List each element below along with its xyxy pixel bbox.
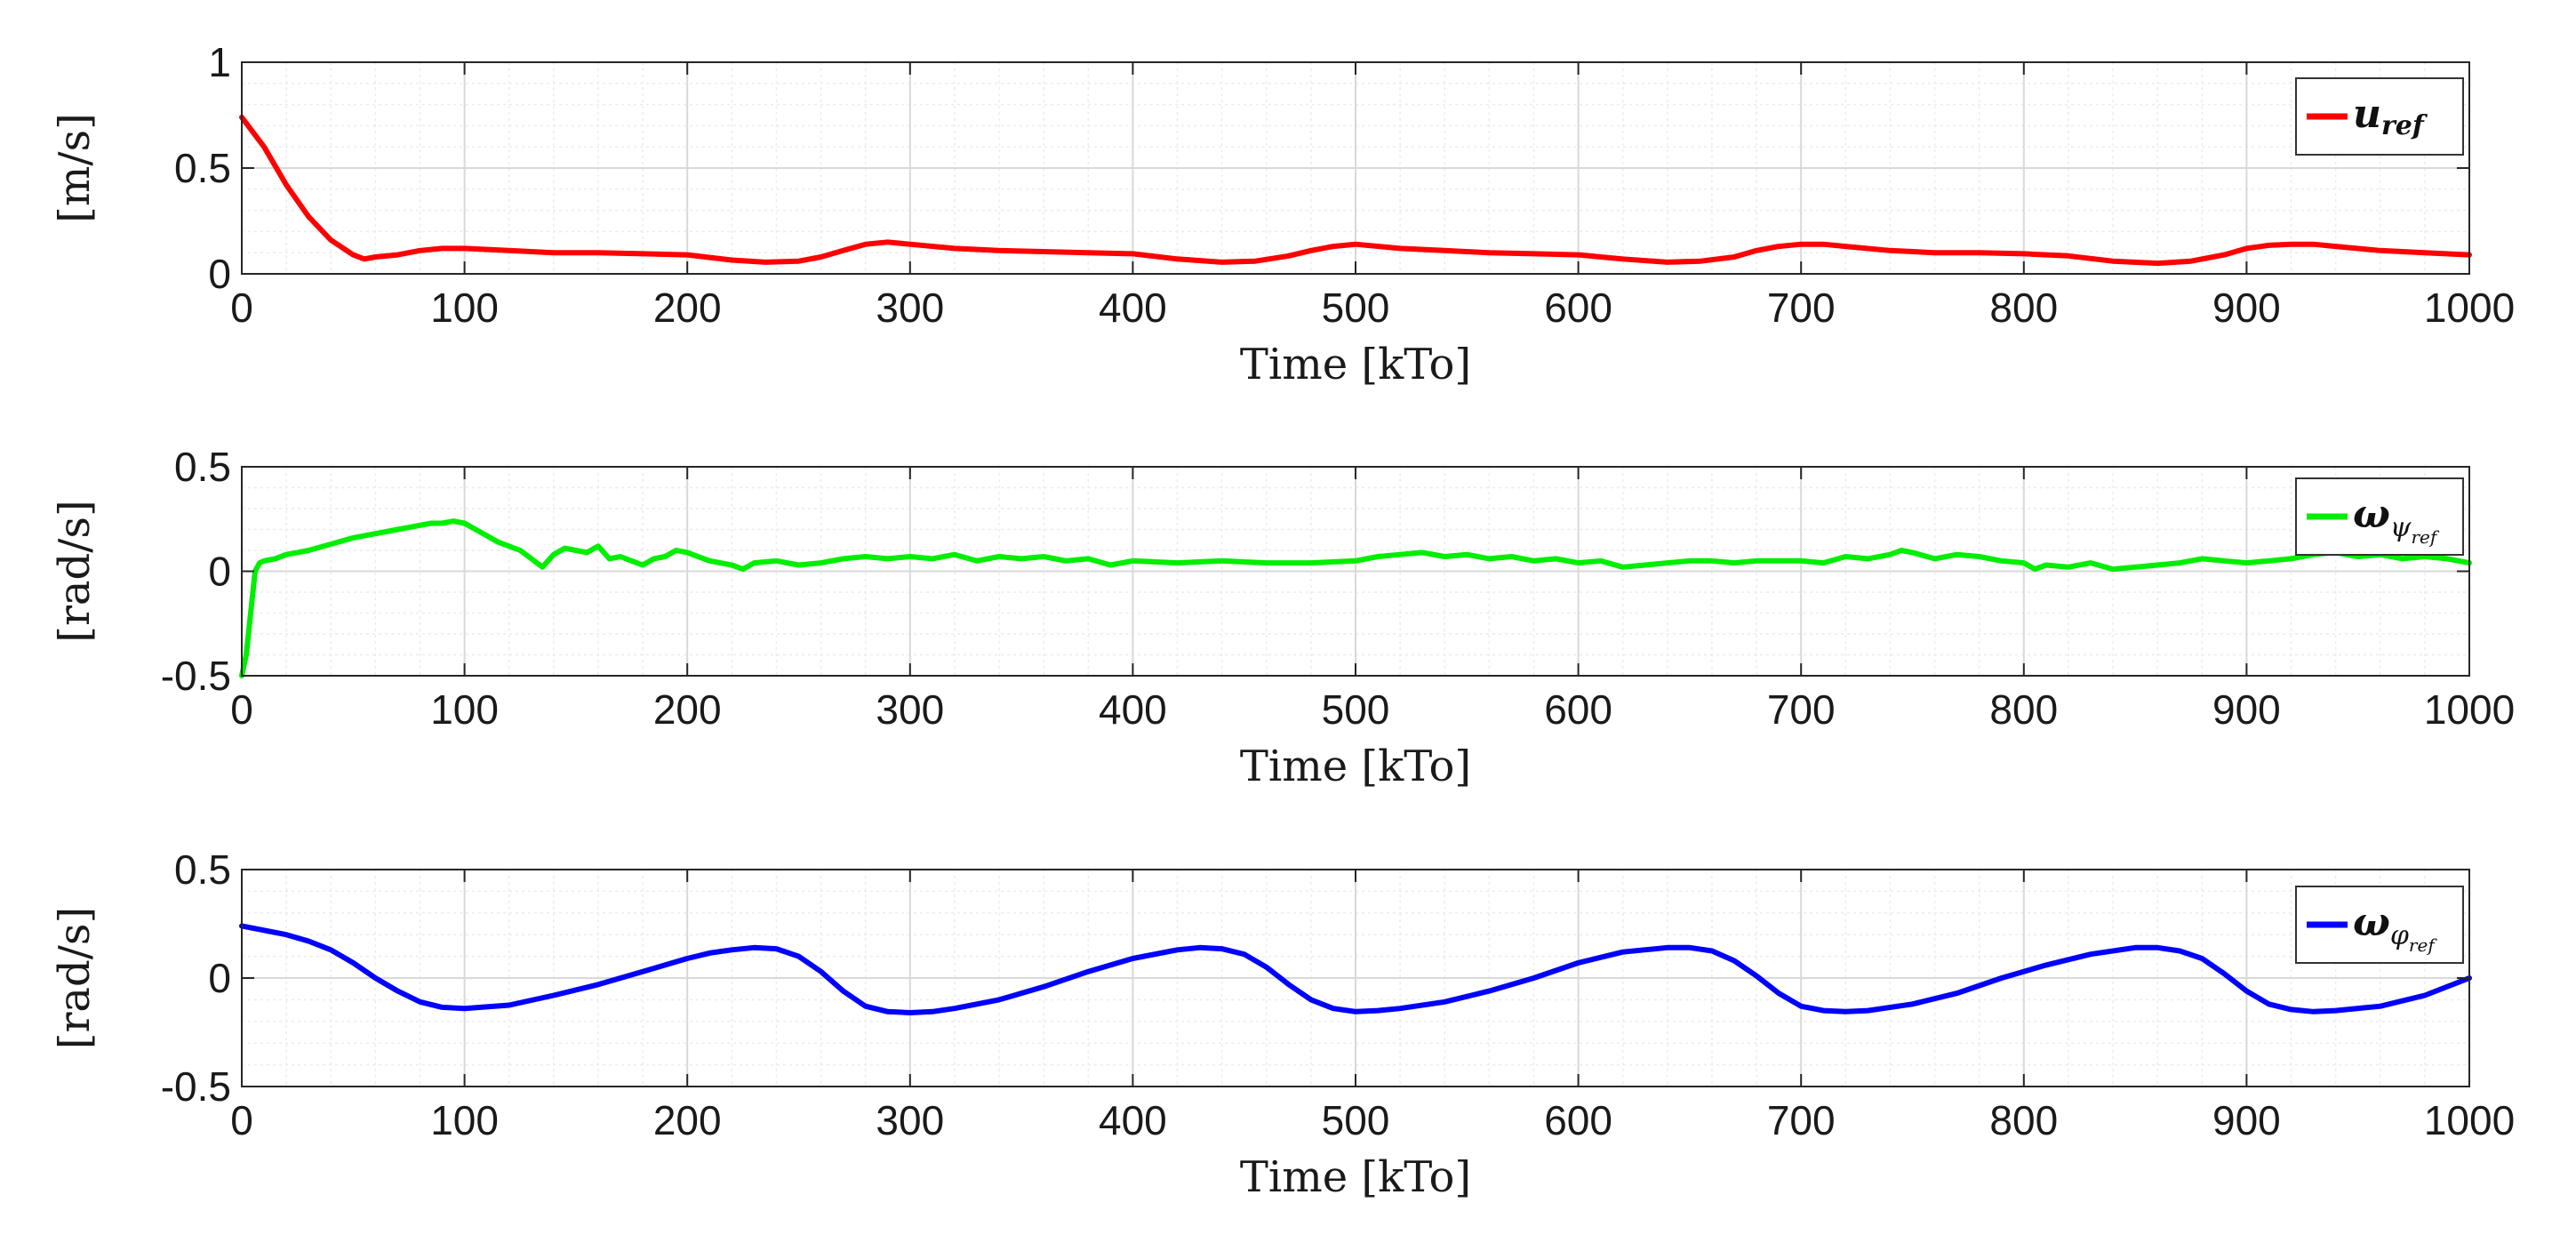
- x-tick-label: 800: [1989, 686, 2058, 733]
- series-line-omega_phi_ref: [239, 923, 2472, 1015]
- x-tick-label: 100: [430, 285, 499, 331]
- x-tick-label: 300: [876, 285, 944, 331]
- x-tick-label: 0: [230, 1097, 253, 1143]
- y-tick-label: -0.5: [161, 653, 231, 699]
- legend-label: ωψref: [2353, 492, 2440, 548]
- roll-rate-panel: 0 100 200 300 400 500 600 700 800 900 1000-0.500.5…: [50, 846, 2515, 1202]
- x-tick-label: 200: [653, 1097, 722, 1143]
- x-tick-label: 900: [2212, 285, 2281, 331]
- x-tick-label: 500: [1322, 1097, 1390, 1143]
- y-tick-label: 0: [208, 549, 231, 595]
- legend: uref: [2295, 77, 2464, 156]
- legend: ωψref: [2295, 477, 2464, 556]
- series-line-u_ref: [239, 114, 2472, 267]
- x-tick-label: 100: [430, 1097, 499, 1143]
- x-tick-label: 700: [1767, 686, 1836, 733]
- y-tick-label: 0.5: [174, 444, 231, 490]
- x-tick-label: 200: [653, 686, 722, 733]
- y-axis-label: [m/s]: [50, 113, 100, 223]
- x-tick-label: 800: [1989, 285, 2058, 331]
- x-tick-label: 500: [1322, 686, 1390, 733]
- y-tick-label: 0: [208, 955, 231, 1001]
- legend-label: ωφref: [2353, 900, 2437, 956]
- y-tick-label: 0.5: [174, 846, 231, 893]
- y-axis-label: [rad/s]: [50, 500, 100, 643]
- x-axis-label: Time [kTo]: [1240, 340, 1471, 389]
- x-tick-label: 1000: [2424, 1097, 2515, 1143]
- x-tick-label: 400: [1099, 686, 1167, 733]
- x-tick-label: 400: [1099, 1097, 1167, 1143]
- x-tick-label: 800: [1989, 1097, 2058, 1143]
- x-tick-label: 300: [876, 686, 944, 733]
- x-tick-label: 100: [430, 686, 499, 733]
- x-axis-label: Time [kTo]: [1240, 742, 1471, 791]
- x-tick-label: 600: [1544, 285, 1612, 331]
- y-axis-label: [rad/s]: [50, 907, 100, 1050]
- y-tick-label: 0.5: [174, 145, 231, 191]
- x-tick-label: 200: [653, 285, 722, 331]
- yaw-rate-panel: 0 100 200 300 400 500 600 700 800 900 1000-0.500.5…: [50, 444, 2515, 791]
- y-tick-label: -0.5: [161, 1063, 231, 1110]
- x-tick-label: 400: [1099, 285, 1167, 331]
- velocity-panel: 0 100 200 300 400 500 600 700 800 900 1000 0 0.5 1 Tim…: [50, 39, 2515, 389]
- x-axis-label: Time [kTo]: [1240, 1152, 1471, 1202]
- x-tick-label: 0: [230, 285, 253, 331]
- x-tick-label: 1000: [2424, 285, 2515, 331]
- x-tick-label: 0: [230, 686, 253, 733]
- legend: ωφref: [2295, 886, 2464, 964]
- x-tick-label: 900: [2212, 686, 2281, 733]
- x-tick-label: 600: [1544, 1097, 1612, 1143]
- x-tick-label: 300: [876, 1097, 944, 1143]
- x-tick-label: 600: [1544, 686, 1612, 733]
- x-tick-label: 1000: [2424, 686, 2515, 733]
- x-tick-label: 700: [1767, 285, 1836, 331]
- legend-label: uref: [2353, 92, 2428, 141]
- x-tick-label: 700: [1767, 1097, 1836, 1143]
- y-tick-label: 1: [208, 39, 231, 85]
- x-tick-label: 500: [1322, 285, 1390, 331]
- series-line-omega_psi_ref: [239, 518, 2472, 678]
- y-tick-label: 0: [208, 251, 231, 297]
- x-tick-label: 900: [2212, 1097, 2281, 1143]
